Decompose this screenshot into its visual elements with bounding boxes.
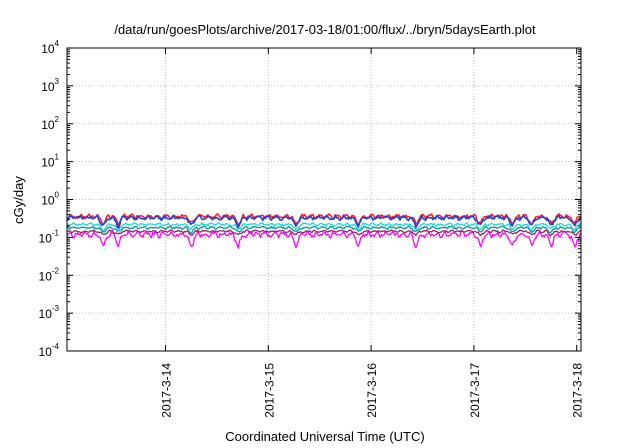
x-tick-label: 2017-3-15 — [262, 363, 276, 418]
y-tick-label: 10-2 — [39, 266, 60, 283]
x-tick-label: 2017-3-17 — [468, 363, 482, 418]
chart-title: /data/run/goesPlots/archive/2017-03-18/0… — [114, 22, 536, 37]
x-tick-label: 2017-3-18 — [571, 363, 585, 418]
y-tick-label: 100 — [41, 191, 59, 208]
series-line — [66, 229, 581, 237]
grid — [67, 48, 581, 351]
series-line — [66, 214, 582, 229]
plot-frame — [66, 47, 582, 352]
series-group — [66, 213, 582, 249]
series-line — [66, 230, 582, 249]
y-tick-label: 10-3 — [39, 304, 60, 321]
y-tick-label: 103 — [41, 77, 59, 94]
x-tick-label: 2017-3-14 — [160, 363, 174, 418]
y-axis: 10-4 10-3 10-2 10-1 100 101 102 103 104 — [39, 39, 581, 359]
series-line — [66, 222, 582, 232]
x-axis-label: Coordinated Universal Time (UTC) — [225, 429, 424, 444]
y-tick-label: 102 — [41, 115, 59, 132]
x-tick-label: 2017-3-16 — [365, 363, 379, 418]
y-tick-label: 104 — [41, 39, 59, 56]
y-tick-label: 101 — [41, 153, 59, 170]
series-line — [66, 225, 582, 234]
y-tick-label: 10-4 — [39, 342, 60, 359]
y-axis-label: cGy/day — [11, 176, 26, 224]
x-axis: 2017-3-14 2017-3-15 2017-3-16 2017-3-17 2017… — [160, 48, 585, 418]
y-tick-label: 10-1 — [39, 228, 60, 245]
